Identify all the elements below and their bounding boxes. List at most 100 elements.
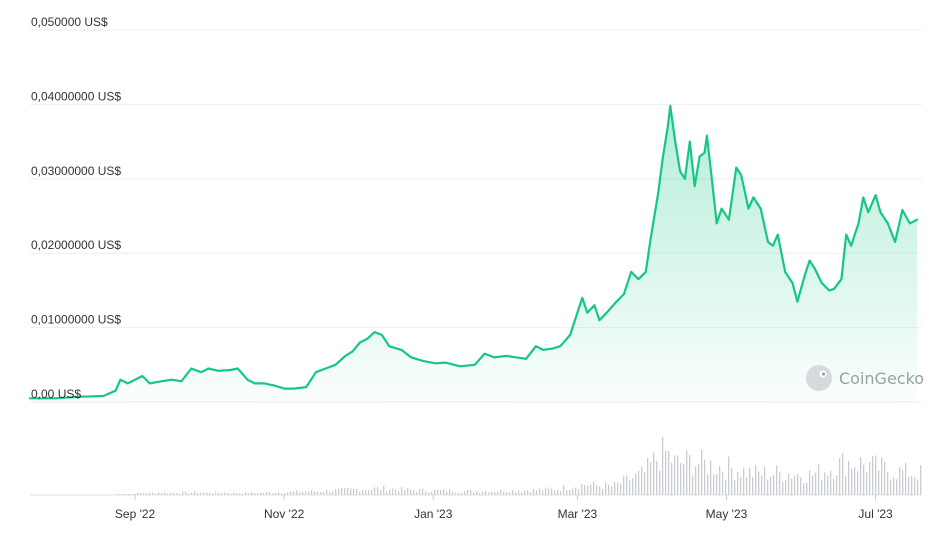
volume-bar — [752, 476, 754, 495]
volume-bar — [200, 492, 202, 495]
volume-bar — [398, 491, 400, 495]
volume-bar — [785, 480, 787, 495]
volume-bar — [686, 450, 688, 495]
volume-bar — [629, 480, 631, 495]
volume-bar — [161, 493, 163, 495]
volume-bar — [395, 489, 397, 495]
volume-bar — [608, 484, 610, 495]
volume-bar — [233, 492, 235, 495]
volume-bar — [734, 479, 736, 495]
volume-bar — [830, 470, 832, 495]
volume-bar — [806, 482, 808, 495]
volume-bar — [707, 474, 709, 495]
volume-bar — [815, 472, 817, 495]
volume-bar — [491, 491, 493, 495]
volume-bar — [563, 485, 565, 495]
volume-bar — [920, 465, 922, 495]
volume-bar — [548, 488, 550, 495]
x-tick-label: Sep '22 — [115, 507, 156, 521]
volume-bar — [431, 491, 433, 495]
volume-bar — [566, 490, 568, 495]
volume-bar — [905, 462, 907, 495]
volume-bar — [527, 490, 529, 495]
price-area-fill — [30, 105, 918, 403]
volume-bar — [779, 472, 781, 495]
gecko-pupil-icon — [821, 372, 826, 376]
volume-bar — [557, 489, 559, 495]
volume-bar — [479, 492, 481, 495]
volume-bar — [575, 487, 577, 495]
volume-bar — [152, 492, 154, 495]
volume-bar — [722, 471, 724, 495]
y-tick-label: 0,00 US$ — [31, 387, 81, 401]
volume-bar — [254, 492, 256, 495]
volume-bar — [125, 494, 127, 495]
volume-bar — [311, 490, 313, 495]
volume-bar — [773, 475, 775, 495]
volume-bar — [509, 492, 511, 495]
x-tick-label: Mar '23 — [558, 507, 598, 521]
volume-bar — [503, 492, 505, 495]
volume-bar — [641, 466, 643, 495]
volume-bar — [539, 488, 541, 495]
volume-bar — [824, 472, 826, 495]
volume-bar — [797, 473, 799, 495]
volume-bar — [317, 491, 319, 495]
volume-bar — [911, 476, 913, 495]
volume-bar — [554, 490, 556, 495]
volume-bar — [572, 488, 574, 495]
volume-bar — [410, 489, 412, 495]
volume-bar — [158, 492, 160, 495]
volume-bar — [899, 467, 901, 495]
volume-bar — [614, 481, 616, 495]
volume-bar — [416, 491, 418, 495]
volume-bar — [122, 494, 124, 495]
volume-bar — [812, 475, 814, 495]
y-tick-label: 0,01000000 US$ — [31, 313, 121, 327]
volume-bar — [500, 489, 502, 495]
volume-bar — [893, 477, 895, 495]
volume-bar — [365, 489, 367, 495]
volume-bar — [284, 493, 286, 495]
volume-bar — [476, 491, 478, 495]
volume-bar — [632, 478, 634, 495]
volume-bar — [704, 459, 706, 495]
volume-bar — [440, 490, 442, 495]
volume-bar — [437, 489, 439, 495]
volume-bar — [593, 481, 595, 495]
volume-bar — [611, 486, 613, 495]
volume-bar — [647, 457, 649, 495]
volume-bar — [326, 489, 328, 495]
volume-bar — [764, 467, 766, 495]
volume-bar — [119, 493, 121, 495]
volume-bar — [314, 491, 316, 495]
volume-bar — [530, 492, 532, 495]
volume-bar — [248, 493, 250, 495]
volume-bar — [644, 471, 646, 495]
volume-bar — [887, 471, 889, 495]
volume-bar — [266, 491, 268, 495]
volume-bar — [227, 493, 229, 495]
volume-bar — [296, 490, 298, 495]
volume-bar — [458, 492, 460, 495]
volume-bar — [287, 492, 289, 495]
volume-bar — [275, 492, 277, 495]
volume-bar — [212, 493, 214, 495]
volume-bar — [506, 492, 508, 495]
volume-bar — [578, 489, 580, 495]
volume-bar — [383, 485, 385, 495]
volume-bar — [821, 479, 823, 495]
volume-bar — [695, 466, 697, 495]
x-tick-label: Jan '23 — [414, 507, 453, 521]
x-axis-labels: Sep '22 Nov '22 Jan '23 Mar '23 May '23 Jul '… — [115, 495, 893, 521]
volume-bar — [338, 488, 340, 495]
volume-bar — [467, 490, 469, 495]
price-series-line — [28, 104, 919, 400]
volume-bar — [710, 460, 712, 495]
volume-bar — [173, 492, 175, 495]
volume-bar — [602, 488, 604, 495]
volume-bar — [542, 490, 544, 495]
volume-bar — [671, 462, 673, 495]
volume-bar — [740, 477, 742, 495]
volume-bar — [782, 481, 784, 495]
